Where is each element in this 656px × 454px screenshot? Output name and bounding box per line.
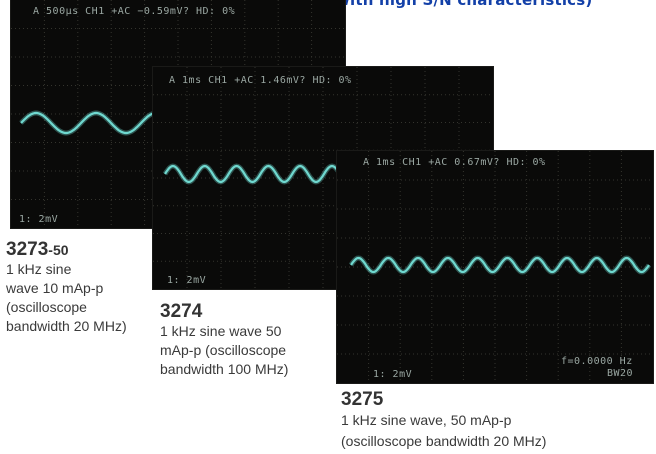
- caption-model: 3273-50: [6, 240, 127, 260]
- caption-line: 1 kHz sine wave 50: [160, 323, 282, 339]
- scope-readout: A 1ms CH1 +AC 1.46mV? HD: 0%: [169, 75, 352, 86]
- caption-line: 1 kHz sine wave, 50 mAp-p: [341, 412, 512, 428]
- caption-line: bandwidth 20 MHz): [6, 318, 127, 334]
- caption-line: mAp-p (oscilloscope: [160, 342, 287, 358]
- caption-line: (oscilloscope: [6, 299, 87, 315]
- caption-3273-50: 3273-50 1 kHz sine wave 10 mAp-p (oscill…: [6, 240, 127, 336]
- caption-model-number: 3273: [6, 239, 49, 260]
- scope-bandwidth-label: BW20: [607, 368, 634, 379]
- caption-3275: 3275 1 kHz sine wave, 50 mAp-p (oscillos…: [341, 390, 546, 452]
- scope-readout: A 500μs CH1 +AC −0.59mV? HD: 0%: [33, 6, 236, 17]
- scope-scale: 1: 2mV: [19, 214, 59, 225]
- scope-scale: 1: 2mV: [373, 369, 413, 380]
- sine-waveform: [350, 256, 650, 274]
- oscilloscope-screen-3275: A 1ms CH1 +AC 0.67mV? HD: 0% 1: 2mV f=0.…: [337, 151, 653, 383]
- scope-graticule: [337, 151, 653, 383]
- caption-line: 1 kHz sine: [6, 261, 72, 277]
- caption-description: 1 kHz sine wave 10 mAp-p (oscilloscope b…: [6, 260, 127, 336]
- caption-line: (oscilloscope bandwidth 20 MHz): [341, 433, 547, 449]
- scope-readout: A 1ms CH1 +AC 0.67mV? HD: 0%: [363, 157, 546, 168]
- caption-line: bandwidth 100 MHz): [160, 361, 289, 377]
- caption-model-number: 3275: [341, 389, 384, 410]
- scope-scale: 1: 2mV: [167, 275, 207, 286]
- caption-description: 1 kHz sine wave 50 mAp-p (oscilloscope b…: [160, 322, 288, 379]
- caption-model-number: 3274: [160, 301, 203, 322]
- caption-description: 1 kHz sine wave, 50 mAp-p (oscilloscope …: [341, 410, 546, 452]
- scope-frequency-readout: f=0.0000 Hz: [561, 356, 633, 367]
- caption-3274: 3274 1 kHz sine wave 50 mAp-p (oscillosc…: [160, 302, 288, 379]
- caption-model-suffix: -50: [48, 242, 69, 258]
- caption-line: wave 10 mAp-p: [6, 280, 104, 296]
